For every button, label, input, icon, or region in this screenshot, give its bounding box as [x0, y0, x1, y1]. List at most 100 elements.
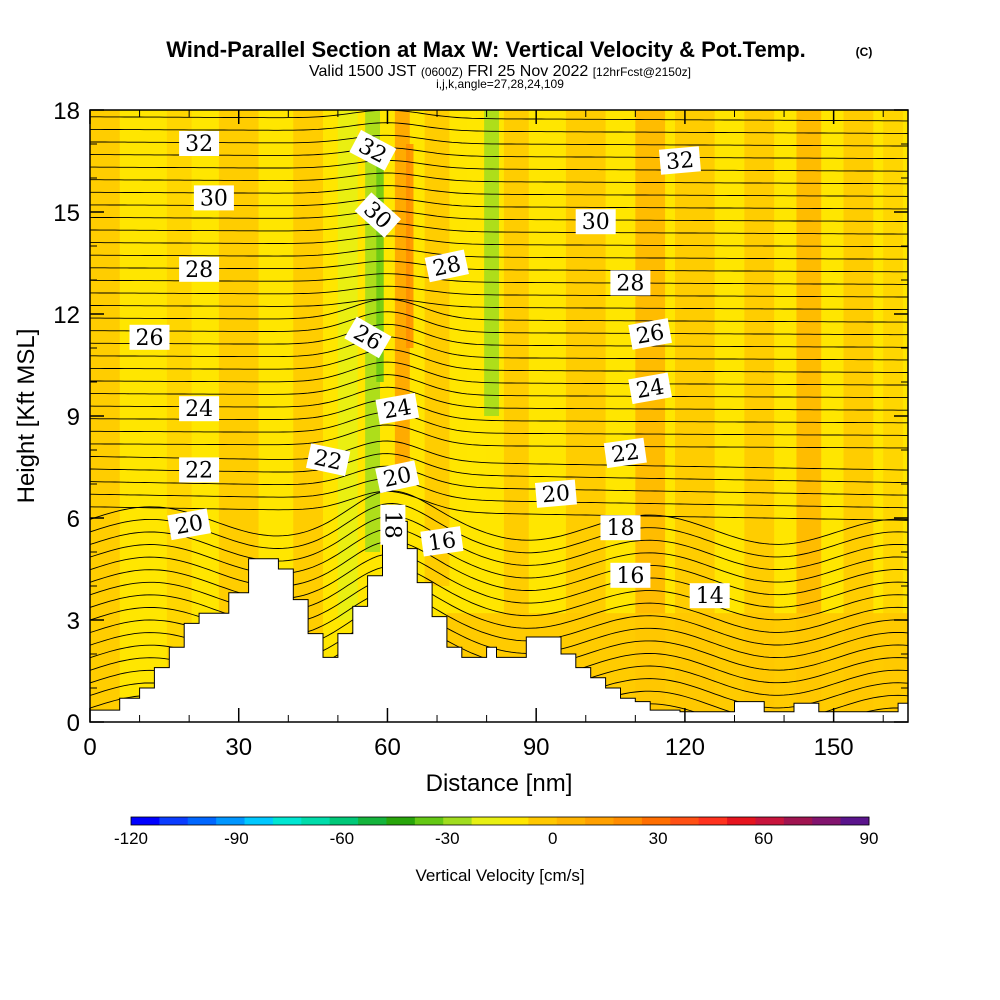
- colorbar: -120 -90 -60 -30 0 30 60 90: [114, 816, 879, 848]
- theta-contour-line: [90, 172, 908, 185]
- contour-label-text: 24: [382, 395, 414, 424]
- colorbar-swatch: [641, 817, 671, 825]
- colorbar-swatch: [727, 817, 756, 825]
- velocity-band: [424, 110, 450, 586]
- theta-contour-line: [90, 490, 908, 521]
- colorbar-swatch: [301, 817, 331, 825]
- contour-label: 26: [628, 318, 672, 350]
- theta-contour-line: [90, 323, 908, 348]
- colorbar-swatch: [840, 817, 870, 825]
- contour-label: 24: [628, 372, 672, 405]
- theta-contour-line: [90, 311, 908, 336]
- contour-label-text: 30: [582, 210, 610, 235]
- colorbar-swatch: [329, 817, 359, 825]
- theta-contour-line: [90, 285, 908, 298]
- contour-label-bg: [610, 270, 651, 296]
- y-tick-label: 15: [53, 200, 80, 227]
- y-tick-label: 3: [67, 608, 80, 635]
- colorbar-swatch: [414, 817, 444, 825]
- colorbar-swatch: [585, 817, 615, 825]
- theta-contour-line: [90, 399, 908, 424]
- contour-label-bg: [349, 129, 397, 171]
- theta-contour-line: [90, 298, 908, 311]
- contour-label-bg: [375, 460, 420, 494]
- velocity-band: [484, 110, 499, 416]
- forecast-info: [12hrFcst@2150z]: [593, 65, 691, 79]
- contour-label-text: 30: [200, 186, 228, 211]
- contour-label: 18: [379, 504, 406, 545]
- colorbar-swatch: [386, 817, 416, 825]
- contour-label: 24: [179, 396, 220, 422]
- contour-label: 32: [658, 146, 701, 175]
- contour-label: 28: [610, 270, 651, 296]
- x-axis-label: Distance [nm]: [426, 770, 573, 797]
- colorbar-swatch: [812, 817, 842, 825]
- colorbar-tick-label: -90: [224, 829, 249, 848]
- theta-contour-line: [90, 147, 908, 160]
- colorbar-tick-label: 30: [649, 829, 668, 848]
- theta-contour-line: [90, 210, 908, 222]
- x-tick-label: 150: [814, 734, 854, 761]
- velocity-band: [293, 110, 324, 654]
- colorbar-frame: [130, 816, 870, 826]
- velocity-band: [376, 144, 384, 382]
- theta-contour-line: [90, 159, 908, 172]
- colorbar-swatch: [272, 817, 302, 825]
- contour-label: 22: [179, 457, 220, 483]
- theta-contour-line: [90, 440, 908, 471]
- colorbar-swatch: [187, 817, 217, 825]
- colorbar-swatch: [670, 817, 700, 825]
- theta-contour-line: [90, 336, 908, 361]
- colorbar-swatch: [783, 817, 813, 825]
- axes: 0 30 60 90 120 150 0 3 6 9 12 15 18: [53, 98, 908, 761]
- y-axis-label: Height [Kft MSL]: [13, 329, 40, 504]
- contour-label: 28: [424, 249, 469, 283]
- theta-contour-line: [90, 248, 908, 260]
- contour-label-text: 24: [185, 397, 213, 422]
- contour-label-text: 18: [379, 511, 404, 539]
- colorbar-swatch: [698, 817, 728, 825]
- contour-label-bg: [575, 209, 616, 235]
- colorbar-tick-label: -60: [330, 829, 355, 848]
- theta-contour-line: [90, 515, 908, 570]
- contour-label-bg: [129, 324, 170, 350]
- contour-label-text: 24: [634, 375, 666, 404]
- theta-contour-line: [90, 503, 908, 558]
- colorbar-swatch: [159, 817, 189, 825]
- theta-contour-line: [90, 235, 908, 248]
- contour-label-text: 28: [616, 271, 644, 296]
- contour-label-text: 20: [381, 463, 414, 493]
- contour-label-bg: [603, 437, 647, 469]
- velocity-band: [466, 110, 487, 518]
- theta-contour-line: [90, 528, 908, 583]
- y-tick-label: 0: [67, 710, 80, 737]
- theta-contour-line: [90, 110, 908, 122]
- colorbar-tick-label: 0: [548, 829, 557, 848]
- contour-label: 24: [375, 392, 420, 425]
- contour-label: 14: [689, 583, 730, 609]
- contour-label-bg: [420, 526, 464, 557]
- contour-label: 28: [179, 256, 220, 283]
- velocity-band: [406, 144, 414, 348]
- contour-label-bg: [179, 256, 220, 282]
- theta-contours: [90, 110, 908, 722]
- theta-contour-line: [90, 490, 908, 545]
- velocity-band: [565, 110, 606, 620]
- theta-contour-line: [90, 349, 908, 373]
- contour-label-bg: [193, 185, 234, 211]
- colorbar-tick-label: 90: [860, 829, 879, 848]
- contour-label: 18: [600, 515, 641, 541]
- contour-label-bg: [628, 318, 672, 350]
- theta-contour-line: [90, 273, 908, 285]
- colorbar-tick-label: 60: [754, 829, 773, 848]
- contour-label-bg: [610, 562, 651, 588]
- theta-contour-line: [90, 424, 908, 449]
- contour-label-text: 16: [616, 564, 644, 589]
- theta-contour-line: [90, 222, 908, 235]
- contour-label-bg: [534, 479, 577, 508]
- theta-contour-line: [90, 565, 908, 621]
- x-tick-label: 30: [225, 734, 252, 761]
